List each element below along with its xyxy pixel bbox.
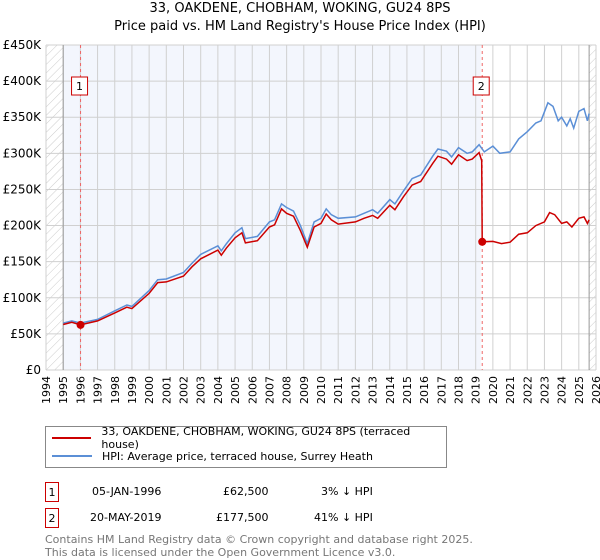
x-tick-label: 1998 — [109, 376, 122, 404]
y-tick-label: £0 — [26, 363, 41, 377]
x-tick-label: 2022 — [521, 376, 534, 404]
sale-date: 05-JAN-1996 — [92, 485, 162, 498]
legend-item-property: 33, OAKDENE, CHOBHAM, WOKING, GU24 8PS (… — [52, 425, 446, 451]
legend-swatch-blue — [52, 455, 92, 457]
x-tick-label: 2017 — [435, 376, 448, 404]
x-tick-label: 2008 — [281, 376, 294, 404]
sale-marker-box — [472, 76, 490, 96]
x-tick-label: 1999 — [126, 376, 139, 404]
sale-marker-label: 1 — [76, 80, 83, 93]
x-tick-label: 1997 — [92, 376, 105, 404]
x-tick-label: 2012 — [349, 376, 362, 404]
footer: Contains HM Land Registry data © Crown c… — [45, 533, 473, 559]
x-tick-label: 2020 — [487, 376, 500, 404]
x-tick-label: 2006 — [246, 376, 259, 404]
x-tick-label: 2002 — [178, 376, 191, 404]
x-tick-label: 2018 — [453, 376, 466, 404]
x-tick-label: 2007 — [263, 376, 276, 404]
sale-marker-box — [71, 76, 89, 96]
x-tick-label: 2025 — [573, 376, 586, 404]
x-tick-label: 2001 — [160, 376, 173, 404]
sale-marker-label: 2 — [45, 508, 59, 528]
sale-marker-label: 2 — [478, 80, 485, 93]
y-tick-label: £50K — [10, 327, 42, 341]
x-tick-label: 2024 — [556, 376, 569, 404]
x-tick-label: 1995 — [57, 376, 70, 404]
x-tick-label: 2026 — [590, 376, 600, 404]
legend-item-hpi: HPI: Average price, terraced house, Surr… — [52, 448, 373, 464]
hpi-series-line — [63, 101, 590, 324]
x-tick-label: 2019 — [470, 376, 483, 404]
sale-hpi-diff: 41% ↓ HPI — [314, 511, 373, 524]
shaded-ownership-region — [63, 45, 481, 370]
line-chart: 1994 1995 1996 1997 1998 1999 2000 2001 2002 2003… — [3, 38, 600, 404]
x-tick-label: 2005 — [229, 376, 242, 404]
sale-price: £177,500 — [216, 511, 269, 524]
x-tick-label: 2004 — [212, 376, 225, 404]
footer-line-2: This data is licensed under the Open Gov… — [45, 546, 396, 559]
y-tick-label: £100K — [3, 291, 43, 305]
x-tick-label: 2010 — [315, 376, 328, 404]
hatched-no-data-left — [46, 45, 64, 370]
x-tick-label: 2013 — [367, 376, 380, 404]
x-tick-label: 2016 — [418, 376, 431, 404]
y-tick-label: £400K — [3, 74, 43, 88]
legend-label: 33, OAKDENE, CHOBHAM, WOKING, GU24 8PS (… — [101, 425, 411, 451]
x-tick-label: 2015 — [401, 376, 414, 404]
chart-subtitle: Price paid vs. HM Land Registry's House … — [114, 19, 486, 34]
y-tick-label: £350K — [3, 110, 43, 124]
sale-price: £62,500 — [223, 485, 269, 498]
chart-title: 33, OAKDENE, CHOBHAM, WOKING, GU24 8PS — [149, 1, 451, 16]
y-tick-label: £150K — [3, 255, 43, 269]
y-tick-label: £200K — [3, 219, 43, 233]
x-tick-label: 2021 — [504, 376, 517, 404]
x-tick-label: 2009 — [298, 376, 311, 404]
sale-hpi-diff: 3% ↓ HPI — [321, 485, 373, 498]
sale-row-1: 1 05-JAN-1996 £62,500 3% ↓ HPI — [45, 482, 405, 502]
legend: 33, OAKDENE, CHOBHAM, WOKING, GU24 8PS (… — [45, 425, 447, 468]
x-tick-label: 2003 — [195, 376, 208, 404]
legend-swatch-red — [52, 437, 92, 439]
sale-row-2: 2 20-MAY-2019 £177,500 41% ↓ HPI — [45, 508, 405, 528]
x-tick-label: 1994 — [40, 376, 53, 404]
x-tick-label: 2000 — [143, 376, 156, 404]
x-tick-label: 2014 — [384, 376, 397, 404]
sale-date: 20-MAY-2019 — [90, 511, 162, 524]
hatched-no-data-right — [589, 45, 596, 370]
y-tick-label: £300K — [3, 146, 43, 160]
y-tick-label: £450K — [3, 38, 43, 52]
sale-point — [76, 320, 85, 329]
x-tick-label: 2011 — [332, 376, 345, 404]
footer-line-1: Contains HM Land Registry data © Crown c… — [45, 533, 473, 546]
sale-marker-label: 1 — [45, 482, 59, 502]
property-series-line — [63, 151, 590, 326]
legend-label: HPI: Average price, terraced house, Surr… — [102, 449, 373, 463]
x-tick-label: 2023 — [538, 376, 551, 404]
y-tick-label: £250K — [3, 182, 43, 196]
x-tick-label: 1996 — [74, 376, 87, 404]
sale-point — [478, 237, 487, 246]
